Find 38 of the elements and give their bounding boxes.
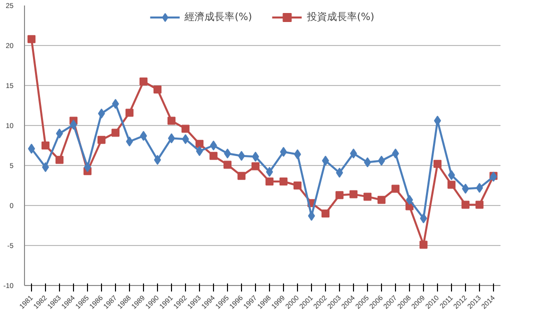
point: [336, 191, 344, 200]
point: [140, 78, 148, 86]
point: [252, 162, 260, 170]
point: [364, 192, 372, 201]
point: [56, 156, 64, 164]
point: [462, 200, 470, 209]
point: [224, 148, 231, 158]
point: [434, 160, 442, 168]
point: [56, 128, 63, 138]
point: [210, 140, 217, 150]
point: [350, 148, 357, 158]
point: [126, 136, 133, 146]
point: [168, 116, 176, 125]
point: [350, 190, 358, 198]
point: [98, 136, 106, 144]
point: [294, 182, 302, 190]
point: [238, 172, 246, 180]
point: [196, 140, 204, 148]
point: [182, 124, 190, 133]
point: [378, 196, 386, 204]
point: [476, 200, 484, 209]
point: [98, 108, 105, 118]
point: [224, 160, 232, 169]
point: [126, 108, 134, 117]
point: [266, 178, 274, 186]
point: [392, 148, 399, 158]
point: [392, 184, 400, 193]
point: [154, 86, 162, 94]
point: [420, 240, 428, 249]
legend-label: 投資成長率(%): [307, 10, 374, 24]
point: [322, 210, 330, 218]
point: [42, 142, 50, 150]
point: [210, 152, 218, 160]
point: [448, 180, 456, 189]
point: [112, 128, 120, 137]
point: [280, 178, 288, 186]
point: [28, 35, 36, 44]
legend-label: 經濟成長率(%): [184, 10, 252, 24]
